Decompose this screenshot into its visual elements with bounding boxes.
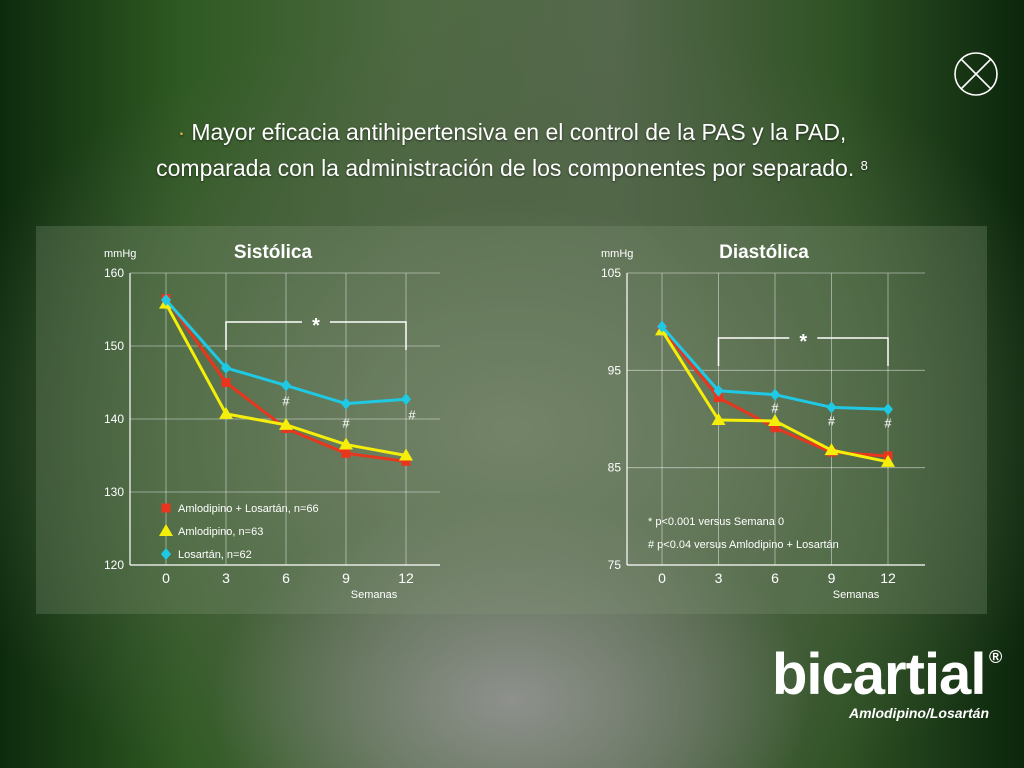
hash-mark: # — [828, 413, 836, 428]
close-circle-icon — [954, 52, 998, 96]
data-point-square — [401, 456, 411, 466]
legend-marker-triangle — [159, 524, 173, 536]
headline-text-1: Mayor eficacia antihipertensiva en el co… — [191, 119, 847, 145]
y-tick-label: 105 — [601, 266, 621, 280]
x-tick-label: 3 — [715, 570, 723, 586]
close-button[interactable] — [953, 51, 999, 97]
reference-number: 8 — [860, 158, 868, 173]
bracket-label: * — [312, 315, 320, 337]
x-tick-label: 0 — [658, 570, 666, 586]
data-point-diamond — [281, 379, 291, 392]
hash-mark: # — [771, 401, 779, 416]
chart-title: Sistólica — [234, 242, 313, 263]
legend-marker-diamond — [161, 548, 171, 560]
data-point-triangle — [339, 437, 353, 450]
y-tick-label: 140 — [104, 412, 124, 426]
x-tick-label: 9 — [342, 570, 350, 586]
footnote: # p<0.04 versus Amlodipino + Losartán — [648, 539, 839, 551]
headline-line-2: comparada con la administración de los c… — [0, 149, 1024, 185]
significance-bracket — [717, 337, 889, 366]
legend-label: Amlodipino, n=63 — [178, 526, 263, 538]
data-point-diamond — [221, 361, 231, 374]
data-point-diamond — [883, 403, 893, 416]
bullet: · — [177, 119, 186, 145]
data-point-diamond — [401, 393, 411, 406]
legend-label: Amlodipino + Losartán, n=66 — [178, 503, 319, 515]
logo-wordmark: bicartial — [772, 642, 986, 707]
y-tick-label: 75 — [608, 558, 622, 572]
data-point-diamond — [770, 388, 780, 401]
bracket-label: * — [799, 331, 807, 353]
chart-diastolica: 75 85 95 105 0 3 6 9 12 mmHg Semanas Diastólica * # # #… — [601, 242, 925, 601]
x-tick-label: 0 — [162, 570, 170, 586]
logo-subtitle: Amlodipino/Losartán — [849, 705, 989, 721]
data-point-triangle — [824, 443, 839, 456]
hash-mark: # — [282, 393, 290, 408]
logo-registered-mark: ® — [989, 647, 1003, 667]
data-point-diamond — [713, 384, 724, 397]
data-point-triangle — [768, 413, 782, 426]
y-axis-label: mmHg — [104, 248, 136, 260]
data-point-square — [221, 378, 231, 387]
y-tick-label: 95 — [608, 363, 622, 377]
data-point-square — [714, 393, 723, 403]
x-tick-label: 6 — [771, 570, 779, 586]
x-axis-label: Semanas — [351, 589, 398, 601]
x-tick-label: 12 — [398, 570, 414, 586]
chart-panel: 120 130 140 150 160 0 3 6 9 12 mmHg Semanas Sistólic… — [36, 226, 987, 614]
data-point-diamond — [826, 401, 837, 414]
x-tick-label: 3 — [222, 570, 230, 586]
hash-mark: # — [884, 415, 892, 430]
data-point-triangle — [399, 448, 413, 461]
data-point-diamond — [657, 320, 667, 333]
chart-title: Diastólica — [719, 242, 809, 263]
x-tick-label: 12 — [880, 570, 896, 586]
legend-label: Losartán, n=62 — [178, 549, 252, 561]
y-tick-label: 85 — [608, 461, 622, 475]
footnote: * p<0.001 versus Semana 0 — [648, 516, 784, 528]
y-tick-label: 120 — [104, 558, 124, 572]
data-point-triangle — [881, 454, 895, 467]
y-axis-label: mmHg — [601, 248, 633, 260]
data-point-diamond — [341, 397, 351, 410]
hash-mark: # — [408, 407, 416, 422]
x-tick-label: 6 — [282, 570, 290, 586]
hash-mark: # — [342, 416, 350, 431]
brand-logo: bicartial ® Amlodipino/Losartán — [772, 643, 1007, 728]
data-point-triangle — [711, 412, 726, 425]
headline-text-2: comparada con la administración de los c… — [156, 155, 855, 181]
headline-line-1: · Mayor eficacia antihipertensiva en el c… — [0, 116, 1024, 149]
y-tick-label: 130 — [104, 485, 124, 499]
headline: · Mayor eficacia antihipertensiva en el c… — [0, 116, 1024, 185]
data-point-diamond — [161, 294, 171, 307]
legend-marker-square — [161, 503, 171, 513]
data-point-triangle — [219, 406, 233, 419]
y-tick-label: 160 — [104, 266, 124, 280]
x-axis-label: Semanas — [833, 589, 880, 601]
significance-bracket — [225, 321, 407, 350]
y-tick-label: 150 — [104, 339, 124, 353]
x-tick-label: 9 — [828, 570, 836, 586]
data-point-square — [770, 423, 780, 433]
chart-sistolica: 120 130 140 150 160 0 3 6 9 12 mmHg Semanas Sistólic… — [104, 242, 440, 601]
data-point-triangle — [279, 417, 293, 430]
data-point-square — [341, 448, 351, 458]
